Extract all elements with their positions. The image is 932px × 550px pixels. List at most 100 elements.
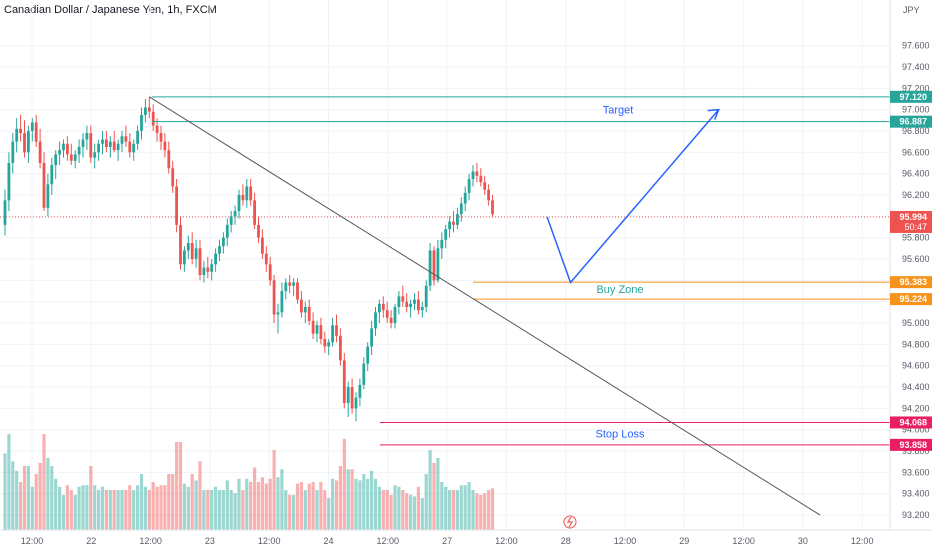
candle-body <box>409 303 412 308</box>
volume-bar <box>299 482 303 530</box>
volume-bar <box>124 490 128 530</box>
volume-bar <box>61 494 66 530</box>
candle-body <box>144 107 147 115</box>
volume-bar <box>77 486 81 530</box>
volume-bar <box>194 480 198 530</box>
volume-bar <box>487 490 491 530</box>
candle-body <box>241 194 245 201</box>
projection-arrowhead-icon <box>707 108 720 120</box>
candle-body <box>194 248 198 259</box>
candle-body <box>323 339 327 347</box>
volume-bar <box>342 438 346 530</box>
candle-body <box>358 384 362 398</box>
time-axis-panel[interactable] <box>0 530 932 550</box>
candle-body <box>346 387 350 404</box>
currency-label: JPY <box>903 5 920 15</box>
volume-bar <box>229 490 233 530</box>
volume-bar <box>284 490 288 530</box>
candle-body <box>151 111 155 126</box>
x-tick-label: 12:00 <box>732 536 755 546</box>
y-tick-label: 97.000 <box>902 105 930 115</box>
candle-body <box>46 184 50 208</box>
stop-loss-label: Stop Loss <box>596 429 645 441</box>
volume-bar <box>280 469 284 530</box>
volume-bar <box>97 490 101 530</box>
candle-body <box>89 133 93 158</box>
volume-bar <box>167 474 171 530</box>
volume-bar <box>412 496 417 530</box>
candle-body <box>276 312 280 315</box>
candle-body <box>339 335 342 361</box>
volume-bar <box>362 474 366 530</box>
volume-bar <box>15 470 19 530</box>
candle-body <box>417 299 420 311</box>
y-tick-label: 95.800 <box>902 233 930 243</box>
candle-body <box>401 296 405 302</box>
volume-bar <box>455 490 459 530</box>
y-tick-label: 94.400 <box>902 382 930 392</box>
volume-bar <box>385 490 389 530</box>
candle-body <box>444 229 448 240</box>
candle-body <box>77 146 81 155</box>
y-tick-label: 97.400 <box>902 62 930 72</box>
candle-body <box>479 175 483 183</box>
volume-bar <box>288 494 292 530</box>
candle-body <box>350 387 354 409</box>
lightning-icon[interactable] <box>563 515 577 529</box>
volume-bar <box>198 461 202 530</box>
volume-bar <box>34 474 38 530</box>
candle-body <box>319 325 323 340</box>
candle-body <box>459 203 463 215</box>
y-tick-label: 96.800 <box>902 126 930 136</box>
target-low-tag: 96.887 <box>890 115 932 128</box>
candle-body <box>424 285 428 308</box>
candle-body <box>397 296 401 308</box>
volume-bar <box>206 490 210 530</box>
candle-body <box>85 133 89 140</box>
volume-bar <box>182 483 186 530</box>
y-tick-label: 95.600 <box>902 254 930 264</box>
time-axis-ticks: 12:00 22 12:00 23 12:00 24 12:00 27 12:00 28 12:00… <box>21 536 874 546</box>
volume-bar <box>346 469 350 530</box>
volume-bar <box>303 490 307 530</box>
volume-bar <box>389 494 393 530</box>
x-tick-label: 30 <box>798 536 808 546</box>
y-tick-label: 93.200 <box>902 510 930 520</box>
volume-histogram <box>3 434 495 530</box>
candle-body <box>155 125 159 134</box>
candle-body <box>370 328 373 347</box>
y-tick-label: 95.000 <box>902 318 930 328</box>
candle-body <box>190 242 194 259</box>
volume-bar <box>311 482 315 530</box>
x-tick-label: 29 <box>679 536 689 546</box>
candle-body <box>66 143 69 155</box>
candle-body <box>342 360 346 404</box>
candle-body <box>381 303 385 311</box>
candle-body <box>229 216 233 225</box>
x-tick-label: 12:00 <box>377 536 400 546</box>
volume-bar <box>409 494 413 530</box>
volume-bar <box>93 485 97 530</box>
volume-bar <box>397 486 401 530</box>
volume-bar <box>7 434 11 530</box>
volume-bar <box>471 490 475 530</box>
volume-bar <box>143 486 147 530</box>
candle-body <box>303 307 307 313</box>
candle-body <box>389 317 393 324</box>
candle-body <box>272 280 276 315</box>
y-tick-label: 94.000 <box>902 425 930 435</box>
y-tick-label: 96.400 <box>902 169 930 179</box>
volume-bar <box>54 478 58 530</box>
svg-text:95.994: 95.994 <box>899 212 927 222</box>
volume-bar <box>354 478 358 530</box>
volume-bar <box>358 480 362 530</box>
projection-path[interactable] <box>546 109 720 284</box>
volume-bar <box>272 450 276 530</box>
descending-trendline[interactable] <box>149 96 821 516</box>
volume-bar <box>459 485 463 530</box>
candle-body <box>331 325 334 343</box>
volume-bar <box>490 488 495 530</box>
candle-body <box>7 162 11 201</box>
candle-body <box>34 122 38 142</box>
